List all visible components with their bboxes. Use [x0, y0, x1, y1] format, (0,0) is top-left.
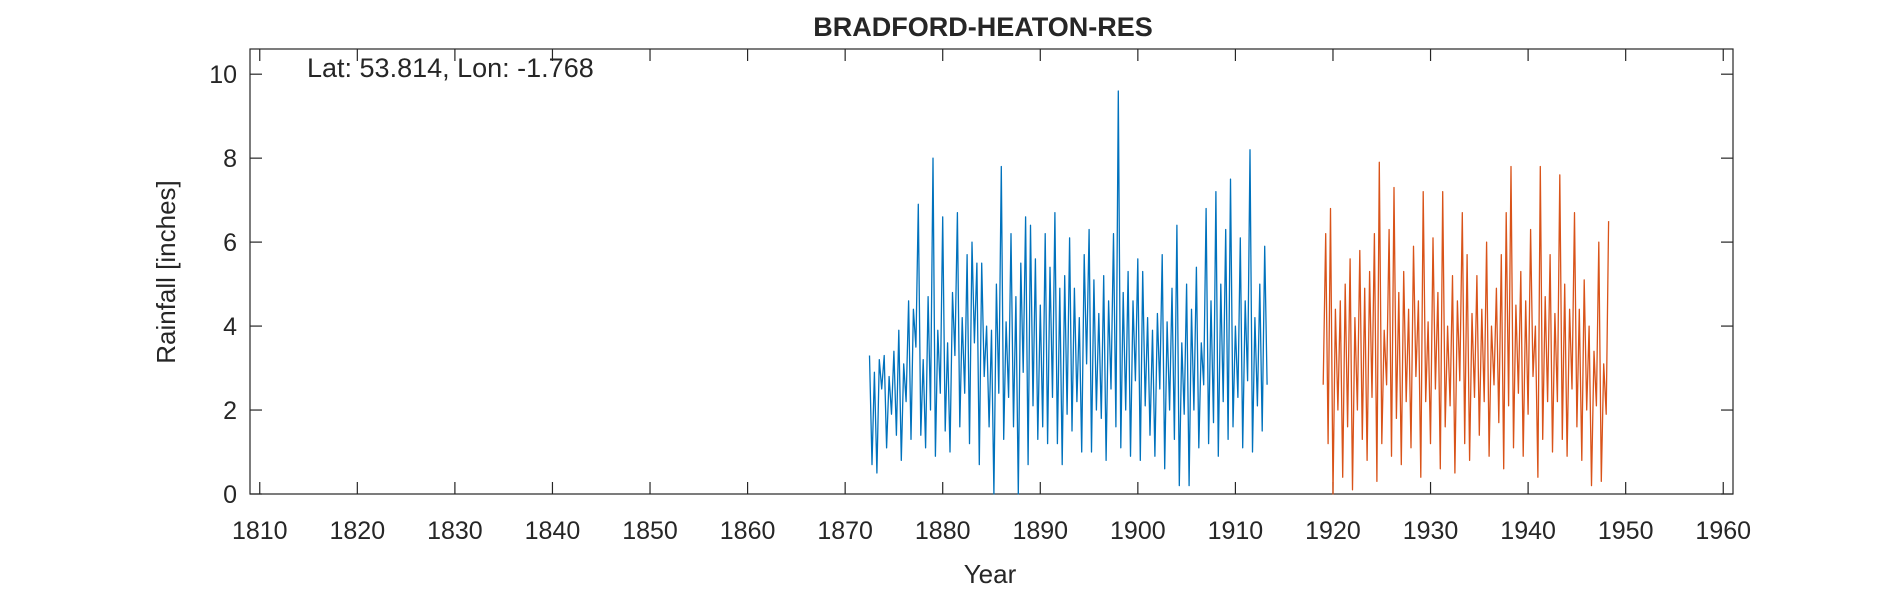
x-tick-label: 1910: [1208, 517, 1264, 545]
series-1-line: [868, 90, 1268, 495]
x-tick-label: 1820: [330, 517, 386, 545]
x-tick-label: 1830: [427, 517, 483, 545]
x-tick-label: 1870: [817, 517, 873, 545]
x-tick-label: 1920: [1305, 517, 1361, 545]
x-tick-label: 1850: [622, 517, 678, 545]
y-tick-label: 0: [223, 481, 237, 509]
station-coordinates-annotation: Lat: 53.814, Lon: -1.768: [307, 53, 594, 83]
x-tick-label: 1860: [720, 517, 776, 545]
y-axis-label: Rainfall [inches]: [151, 180, 181, 364]
chart-title: BRADFORD-HEATON-RES: [813, 12, 1153, 42]
series-2-line: [1322, 161, 1610, 495]
x-tick-label: 1950: [1598, 517, 1654, 545]
x-tick-label: 1890: [1012, 517, 1068, 545]
x-axis-label: Year: [964, 559, 1017, 589]
y-tick-label: 2: [223, 397, 237, 425]
y-tick-label: 6: [223, 229, 237, 257]
y-tick-label: 4: [223, 313, 237, 341]
y-tick-label: 10: [209, 61, 237, 89]
x-tick-label: 1900: [1110, 517, 1166, 545]
x-tick-label: 1960: [1695, 517, 1751, 545]
x-tick-label: 1840: [525, 517, 581, 545]
x-tick-label: 1880: [915, 517, 971, 545]
y-tick-label: 8: [223, 145, 237, 173]
x-tick-label: 1810: [232, 517, 288, 545]
x-tick-label: 1930: [1403, 517, 1459, 545]
x-tick-label: 1940: [1500, 517, 1556, 545]
